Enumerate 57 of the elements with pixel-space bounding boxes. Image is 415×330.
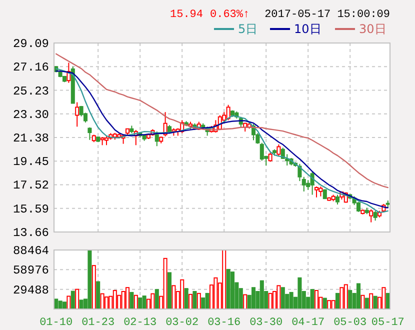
bar xyxy=(289,292,294,310)
y-tick-label: 58976 xyxy=(12,264,49,278)
bar xyxy=(373,296,378,310)
bar xyxy=(226,268,230,310)
legend-label: 10日 xyxy=(294,22,322,36)
bar xyxy=(364,298,369,310)
bar xyxy=(142,296,146,310)
x-tick-label: 01-10 xyxy=(40,317,73,329)
y-tick-label: 13.66 xyxy=(12,226,49,240)
x-tick-label: 01-23 xyxy=(82,317,115,329)
y-tick-label: 21.38 xyxy=(12,131,49,146)
x-tick-label: 05-03 xyxy=(334,317,367,329)
x-tick-label: 05-17 xyxy=(371,317,404,329)
bar xyxy=(322,298,327,310)
y-tick-label: 29.09 xyxy=(12,37,49,51)
legend-label: 30日 xyxy=(359,22,386,36)
y-tick-label: 29488 xyxy=(12,283,49,298)
x-tick-label: 03-30 xyxy=(250,317,283,329)
bar xyxy=(230,272,235,310)
x-tick-label: 04-17 xyxy=(292,317,325,329)
y-tick-label: 25.23 xyxy=(12,84,49,98)
y-tick-label: 27.16 xyxy=(12,60,49,75)
bar xyxy=(298,277,302,310)
bar xyxy=(70,290,75,310)
bar xyxy=(192,290,197,310)
bar xyxy=(167,272,172,310)
x-tick-label: 03-02 xyxy=(166,317,199,329)
bar xyxy=(138,297,142,310)
bar xyxy=(251,287,256,310)
y-tick-label: 23.30 xyxy=(12,108,49,122)
y-tick-label: 17.52 xyxy=(12,178,49,193)
bar xyxy=(88,250,92,310)
bar xyxy=(335,292,340,310)
legend-label: 5日 xyxy=(238,22,258,36)
bar xyxy=(310,289,314,310)
bar xyxy=(62,302,67,310)
line-series xyxy=(56,53,388,188)
text: 0.63%↑ xyxy=(210,9,250,21)
bar xyxy=(201,297,206,310)
bar xyxy=(260,280,264,310)
bar xyxy=(130,292,134,310)
y-tick-label: 19.45 xyxy=(12,155,49,170)
y-tick-label: 15.59 xyxy=(12,202,49,216)
bar xyxy=(184,288,188,310)
x-tick-label: 03-16 xyxy=(208,317,241,329)
bar xyxy=(96,281,100,310)
bar xyxy=(58,300,62,310)
bar xyxy=(154,289,159,310)
x-tick-label: 02-13 xyxy=(124,317,157,329)
bar xyxy=(348,290,352,310)
text: 2017-05-17 15:00:09 xyxy=(264,9,390,21)
y-tick-label: 88464 xyxy=(12,244,49,258)
bar xyxy=(79,300,84,310)
text: 15.94 xyxy=(170,9,204,21)
bar xyxy=(205,292,210,310)
bar xyxy=(356,283,361,310)
bar xyxy=(280,287,285,310)
